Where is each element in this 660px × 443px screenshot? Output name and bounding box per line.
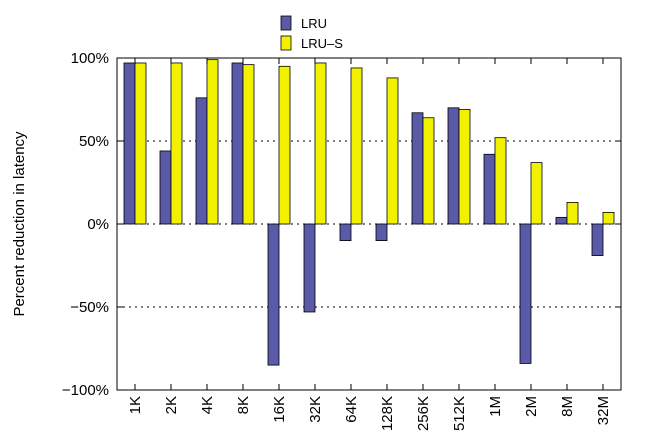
legend-swatch [280,15,292,31]
bar-lru-512k [447,107,460,225]
bar-lru-s-2k [170,62,183,225]
x-tick-label: 512K [451,396,468,431]
bar-lru-2k [159,150,172,225]
x-tick-label: 8K [235,396,252,414]
y-tick-label: 100% [71,50,109,67]
legend-swatch [280,35,292,51]
x-tick-label: 128K [379,396,396,431]
bar-lru-s-1k [134,62,147,225]
bar-lru-32m [591,223,604,256]
bar-lru-s-2m [530,162,543,225]
bar-lru-128k [375,223,388,242]
x-tick-label: 2M [523,396,540,417]
bar-lru-s-32k [314,62,327,225]
legend-label: LRU [301,16,327,31]
x-tick-label: 256K [415,396,432,431]
bar-lru-s-4k [206,59,219,225]
bar-lru-s-32m [602,211,615,225]
y-tick-label: −100% [62,382,109,399]
legend-label: LRU–S [301,36,343,51]
x-tick-label: 2K [163,396,180,414]
bar-lru-8m [555,216,568,225]
gridlines [117,140,621,308]
x-tick-label: 4K [199,396,216,414]
bar-lru-32k [303,223,316,313]
y-axis-label: Percent reduction in latency [11,131,28,317]
x-tick-label: 32K [307,396,324,423]
y-tick-label: 0% [87,216,109,233]
bar-lru-s-64k [350,67,363,225]
x-tick-label: 8M [559,396,576,417]
y-tick-label: 50% [79,133,109,150]
bar-lru-s-128k [386,77,399,225]
x-tick-label: 1M [487,396,504,417]
bar-lru-s-8m [566,202,579,225]
x-tick-label: 16K [271,396,288,423]
x-tick-label: 1K [127,396,144,414]
bar-lru-1m [483,153,496,225]
y-axis-ticks: 100% 50% 0% −50% −100% [62,50,621,399]
x-tick-label: 64K [343,396,360,423]
bars [123,59,615,366]
bar-lru-s-16k [278,65,291,225]
x-axis-ticks: 1K 2K 4K 8K 16K 32K 64K 128K 256K 512K 1M 2M 8M 32M [127,58,612,431]
bar-lru-16k [267,223,280,366]
x-tick-label: 32M [595,396,612,425]
bar-lru-2m [519,223,532,364]
y-tick-label: −50% [70,299,109,316]
bar-lru-s-8k [242,64,255,225]
bar-lru-64k [339,223,352,242]
bar-lru-1k [123,62,136,225]
bar-lru-8k [231,62,244,225]
bar-lru-s-512k [458,109,471,225]
bar-lru-256k [411,112,424,225]
bar-lru-4k [195,97,208,225]
legend: LRU LRU–S [280,15,343,51]
bar-lru-s-1m [494,137,507,225]
bar-lru-s-256k [422,117,435,225]
